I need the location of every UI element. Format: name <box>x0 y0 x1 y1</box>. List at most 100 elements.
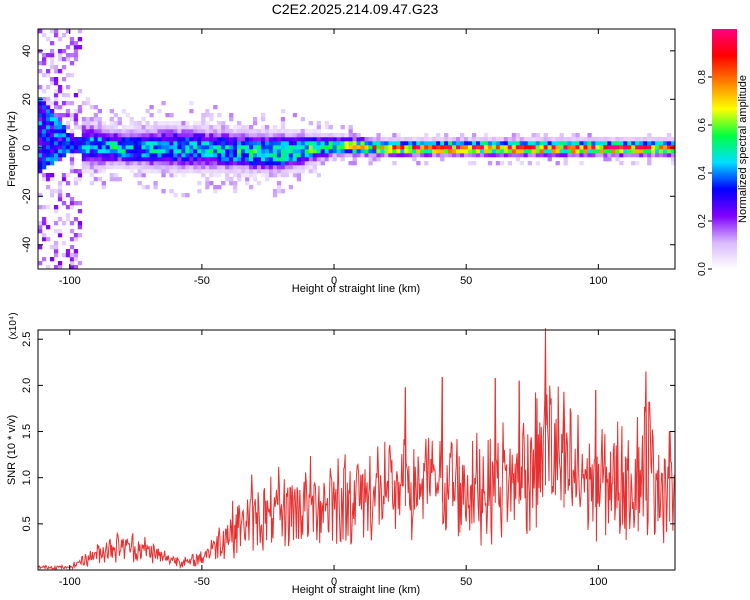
heatmap-cell <box>109 157 114 162</box>
heatmap-cell <box>41 33 47 38</box>
heatmap-cell <box>185 133 190 138</box>
heatmap-cell <box>213 145 218 150</box>
heatmap-cell <box>523 137 528 142</box>
heatmap-cell <box>424 149 429 154</box>
heatmap-cell <box>348 149 353 154</box>
heatmap-cell <box>324 157 329 162</box>
heatmap-cell <box>264 125 270 130</box>
heatmap-cell <box>316 137 321 142</box>
heatmap-cell <box>57 53 63 58</box>
heatmap-cell <box>643 137 648 142</box>
heatmap-cell <box>45 125 51 130</box>
heatmap-cell <box>185 125 190 130</box>
heatmap-cell <box>57 141 63 146</box>
heatmap-cell <box>308 169 314 174</box>
heatmap-cell <box>89 161 95 166</box>
heatmap-cell <box>193 125 198 130</box>
heatmap-cell <box>352 145 357 150</box>
heatmap-cell <box>165 165 170 170</box>
heatmap-cell <box>93 149 99 154</box>
heatmap-cell <box>197 165 202 170</box>
heatmap-cell <box>38 117 43 122</box>
heatmap-cell <box>292 113 298 118</box>
heatmap-cell <box>185 137 190 142</box>
heatmap-cell <box>229 137 234 142</box>
heatmap-cell <box>201 141 206 146</box>
heatmap-cell <box>420 153 425 158</box>
heatmap-cell <box>189 149 194 154</box>
heatmap-cell <box>292 169 298 174</box>
heatmap-cell <box>165 149 170 154</box>
heatmap-cell <box>252 149 258 154</box>
heatmap-cell <box>129 165 134 170</box>
heatmap-cell <box>292 173 298 178</box>
heatmap-cell <box>93 121 99 126</box>
heatmap-cell <box>41 105 47 110</box>
heatmap-cell <box>153 185 158 190</box>
heatmap-cell <box>543 153 548 158</box>
heatmap-cell <box>169 133 174 138</box>
heatmap-cell <box>276 149 282 154</box>
heatmap-cell <box>296 169 302 174</box>
heatmap-cell <box>189 165 194 170</box>
heatmap-cell <box>38 133 43 138</box>
heatmap-cell <box>61 153 67 158</box>
heatmap-cell <box>328 125 333 130</box>
heatmap-cell <box>117 133 122 138</box>
heatmap-cell <box>452 137 457 142</box>
heatmap-cell <box>304 157 310 162</box>
heatmap-cell <box>499 161 505 166</box>
heatmap-cell <box>551 145 556 150</box>
heatmap-cell <box>69 53 75 58</box>
heatmap-cell <box>296 165 302 170</box>
heatmap-cell <box>149 141 154 146</box>
heatmap-cell <box>205 145 210 150</box>
heatmap-cell <box>428 145 433 150</box>
heatmap-cell <box>408 141 413 146</box>
colorbar: 0.00.20.40.60.8 Normalized spectral ampl… <box>697 29 749 276</box>
heatmap-cell <box>245 137 250 142</box>
heatmap-cell <box>619 137 624 142</box>
heatmap-cell <box>49 29 55 34</box>
heatmap-cell <box>197 121 202 126</box>
heatmap-cell <box>129 137 134 142</box>
heatmap-cell <box>121 137 126 142</box>
heatmap-cell <box>229 113 234 118</box>
heatmap-cell <box>165 153 170 158</box>
heatmap-cell <box>249 169 254 174</box>
heatmap-cell <box>316 133 321 138</box>
heatmap-cell <box>280 125 286 130</box>
heatmap-cell <box>101 153 106 158</box>
heatmap-cell <box>45 161 51 166</box>
heatmap-cell <box>53 129 59 134</box>
heatmap-cell <box>105 161 110 166</box>
heatmap-cell <box>189 137 194 142</box>
heatmap-cell <box>264 141 270 146</box>
heatmap-cell <box>563 137 568 142</box>
heatmap-cell <box>93 117 99 122</box>
heatmap-cell <box>49 141 55 146</box>
heatmap-cell <box>400 145 405 150</box>
heatmap-cell <box>237 157 242 162</box>
heatmap-cell <box>61 149 67 154</box>
heatmap-cell <box>101 141 106 146</box>
heatmap-cell <box>217 161 222 166</box>
heatmap-cell <box>515 137 521 142</box>
heatmap-cell <box>221 133 226 138</box>
heatmap-cell <box>113 133 118 138</box>
heatmap-cell <box>69 245 75 250</box>
heatmap-cell <box>221 129 226 134</box>
heatmap-cell <box>201 161 206 166</box>
heatmap-cell <box>252 165 258 170</box>
heatmap-cell <box>356 141 361 146</box>
heatmap-cell <box>667 153 672 158</box>
heatmap-cell <box>225 149 230 154</box>
heatmap-cell <box>479 149 485 154</box>
heatmap-cell <box>113 149 118 154</box>
heatmap-cell <box>615 149 620 154</box>
heatmap-cell <box>245 141 250 146</box>
heatmap-cell <box>424 141 429 146</box>
heatmap-cell <box>352 149 357 154</box>
x-tick-label: 0 <box>331 275 337 287</box>
heatmap-cell <box>189 101 194 106</box>
